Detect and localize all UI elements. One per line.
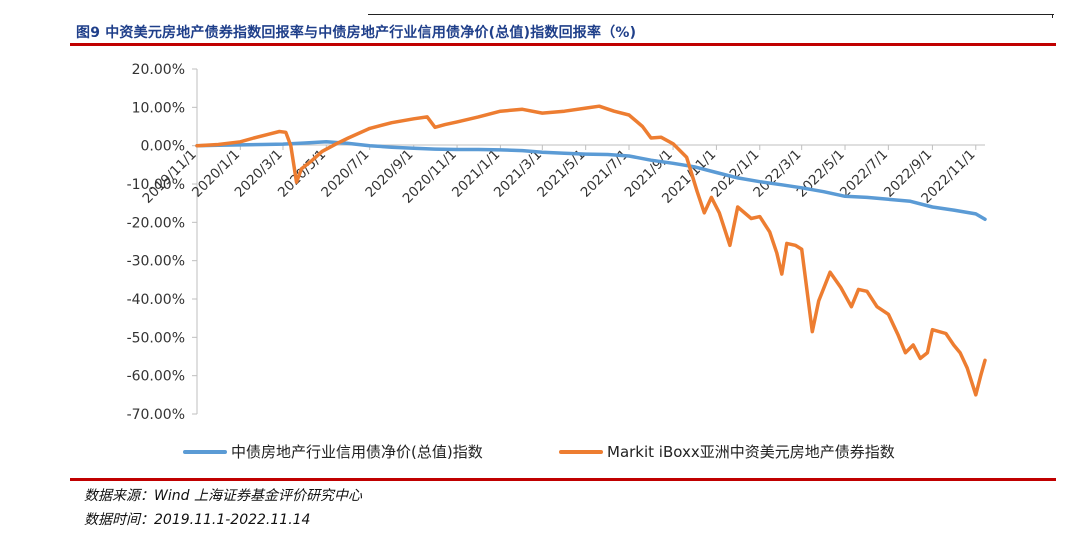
y-tick-label: -40.00% [127,292,185,308]
figure-title: 图9 中资美元房地产债券指数回报率与中债房地产行业信用债净价(总值)指数回报率（… [76,25,637,41]
series-layer [195,104,987,397]
y-tick-label: -60.00% [127,369,185,385]
legend: 中债房地产行业信用债净价(总值)指数 Markit iBoxx亚洲中资美元房地产债… [183,443,895,461]
y-tick-label: 10.00% [132,100,185,116]
y-tick-label: -20.00% [127,215,185,231]
legend-item-cbond-index-label: 中债房地产行业信用债净价(总值)指数 [231,443,483,461]
y-tick-label: 20.00% [132,62,185,78]
source-note: 数据来源：Wind 上海证券基金评价研究中心 [84,488,362,504]
y-tick-label: -10.00% [127,177,185,193]
header-top-rule [368,14,1054,15]
series-line-iboxx-index [195,104,987,397]
footer-rule [70,478,1056,481]
legend-item-iboxx-index-label: Markit iBoxx亚洲中资美元房地产债券指数 [607,443,895,461]
date-note: 数据时间：2019.11.1-2022.11.14 [84,512,311,528]
series-line-cbond-index [195,140,987,222]
title-underline-rule [70,43,1056,46]
y-tick-label: -50.00% [127,330,185,346]
header-top-rule-tick [1052,14,1053,18]
y-tick-label: 0.00% [141,139,185,155]
y-axis: 20.00% 10.00% 0.00% -10.00% -20.00% -30.00% -4… [127,62,198,423]
y-tick-label: -70.00% [127,407,185,423]
y-tick-label: -30.00% [127,254,185,270]
